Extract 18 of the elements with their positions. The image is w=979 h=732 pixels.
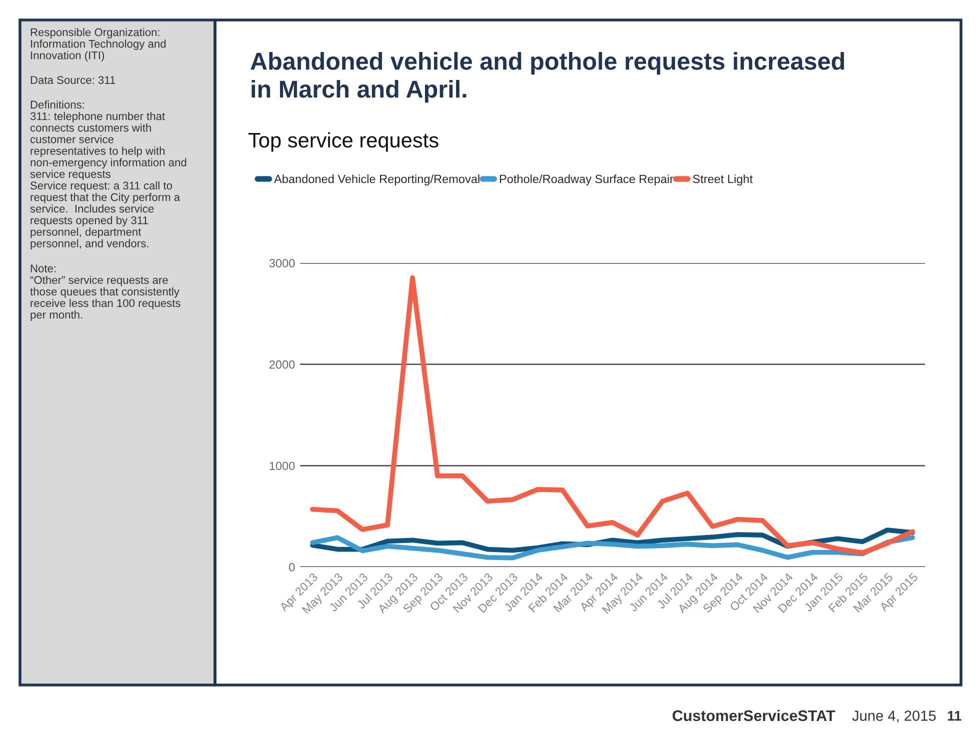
- legend-label: Pothole/Roadway Surface Repair: [500, 174, 674, 186]
- line-series: [310, 535, 915, 560]
- text: June 4, 2015: [852, 710, 936, 723]
- line-series: [310, 275, 915, 556]
- chart-title: Abandoned vehicle and pothole requests increased in March and April.: [250, 52, 844, 103]
- y-tick-label: 0: [289, 563, 295, 572]
- y-tick-label: 2000: [269, 360, 295, 369]
- text: Note: “Other” service requests are those queues that consistently receive less than 100 requests per month.: [30, 264, 180, 321]
- chart-subtitle: Top service requests: [248, 132, 438, 152]
- text: Definitions: 311: telephone number that connects customers with customer service representatives to help with non-emergency information and service requests Service request: a 311 call to request that the City perform a service. Includes service requests opened by 311 personnel, department personnel, and vendors.: [30, 100, 186, 250]
- legend-label: Abandoned Vehicle Reporting/Removal: [274, 174, 480, 186]
- text: Responsible Organization: Information Technology and Innovation (ITI): [30, 28, 166, 62]
- text: 11: [948, 711, 962, 721]
- text: CustomerServiceSTAT: [672, 710, 836, 722]
- source-note: Data Source: 311: [30, 76, 116, 84]
- y-tick-label: 3000: [269, 259, 295, 268]
- legend-label: Street Light: [692, 174, 753, 186]
- y-tick-label: 1000: [270, 462, 295, 470]
